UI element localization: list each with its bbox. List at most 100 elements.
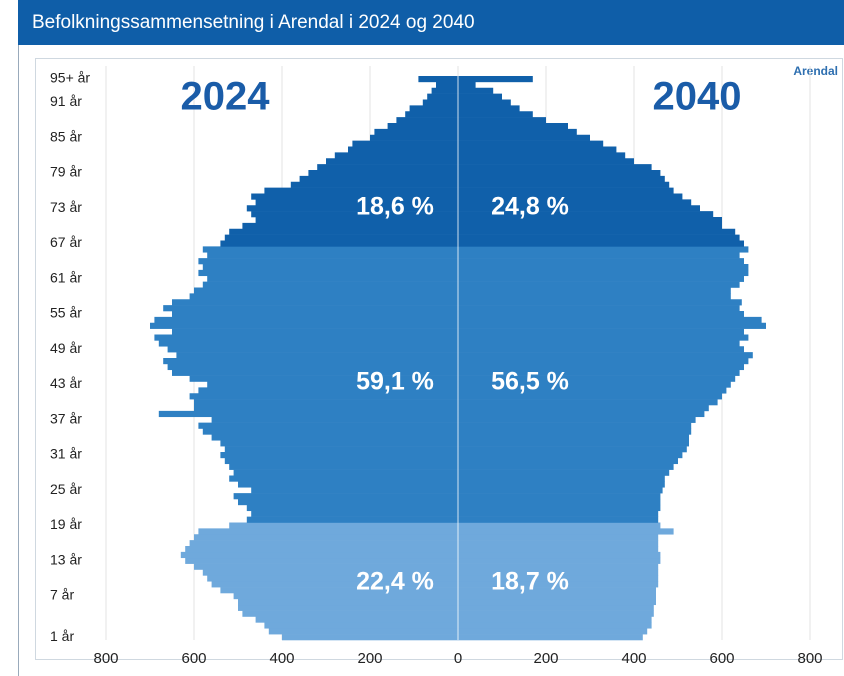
bar (163, 358, 458, 365)
bar (458, 375, 736, 382)
bar (458, 369, 740, 376)
bar (458, 305, 740, 312)
bar (458, 258, 744, 265)
bar (458, 516, 659, 523)
y-tick-label: 31 år (50, 446, 82, 462)
bar (185, 557, 458, 564)
bar (242, 222, 458, 230)
bar (458, 416, 696, 423)
bar (458, 316, 762, 324)
y-tick-label: 85 år (50, 128, 82, 144)
bar (458, 299, 742, 306)
bar (458, 293, 731, 300)
bar (431, 87, 458, 94)
bar (238, 481, 458, 488)
bar (458, 610, 654, 617)
bar (251, 193, 458, 200)
bar (224, 446, 458, 453)
bar (172, 328, 458, 335)
bar (229, 228, 458, 235)
bar (458, 275, 744, 282)
bar (458, 340, 740, 347)
bar (418, 76, 458, 83)
bar (374, 128, 458, 136)
bar (458, 469, 670, 476)
bar (458, 164, 652, 171)
y-tick-label: 61 år (50, 269, 82, 285)
bar (458, 504, 661, 512)
bar (458, 252, 740, 259)
bar (458, 105, 520, 112)
bar (458, 264, 749, 271)
bar (334, 152, 458, 159)
y-tick-label: 67 år (50, 234, 82, 250)
bar (233, 593, 458, 600)
bar (458, 622, 652, 629)
bar (458, 499, 661, 506)
share-label: 22,4 % (356, 568, 434, 596)
bar (458, 222, 722, 230)
bar (198, 422, 458, 429)
bar (458, 193, 683, 200)
bar (458, 528, 674, 535)
bar (458, 322, 766, 329)
bar (172, 311, 458, 318)
bar (158, 410, 459, 418)
bar (264, 622, 458, 629)
chart-title: Befolkningssammensetning i Arendal i 202… (32, 12, 475, 33)
bar (458, 493, 661, 500)
bar (458, 146, 617, 153)
bar (163, 305, 458, 312)
bar (458, 328, 744, 335)
bar (172, 369, 458, 376)
bar (458, 587, 656, 594)
x-tick-label: 0 (454, 650, 462, 667)
bar (458, 481, 665, 488)
bar (458, 187, 674, 194)
bar (458, 81, 476, 89)
bar (246, 205, 458, 212)
bar (207, 381, 458, 388)
bar (154, 334, 458, 341)
bar (458, 540, 659, 547)
y-tick-label: 43 år (50, 375, 82, 391)
y-tick-label: 7 år (50, 587, 74, 603)
bar (207, 275, 458, 282)
bar (458, 452, 683, 459)
bar (458, 311, 744, 318)
bar (198, 258, 458, 265)
x-tick-label: 800 (797, 650, 822, 667)
bar (348, 146, 458, 153)
bar (458, 211, 714, 218)
y-tick-label: 95+ år (50, 70, 90, 86)
bar (458, 598, 656, 606)
bar (458, 175, 665, 183)
bar (458, 87, 494, 94)
bar (326, 158, 458, 165)
bar (255, 199, 458, 206)
bar (185, 546, 458, 553)
bar (370, 134, 458, 141)
x-tick-label: 400 (621, 650, 646, 667)
bar (458, 99, 511, 106)
series-label: 2024 (181, 75, 271, 119)
bar (251, 510, 458, 517)
bar (458, 634, 643, 641)
bar (180, 551, 459, 559)
bar (458, 405, 709, 412)
bar (458, 399, 718, 406)
bar (229, 522, 458, 529)
bar (458, 170, 661, 177)
bar (194, 563, 458, 570)
bar (308, 170, 458, 177)
bar (194, 405, 458, 412)
y-tick-label: 79 år (50, 164, 82, 180)
x-tick-label: 600 (181, 650, 206, 667)
bar (458, 111, 533, 118)
bar (233, 469, 458, 476)
bar (194, 287, 458, 294)
bar (194, 399, 458, 406)
bar (194, 534, 458, 541)
y-tick-label: 49 år (50, 340, 82, 356)
bar (251, 487, 458, 494)
